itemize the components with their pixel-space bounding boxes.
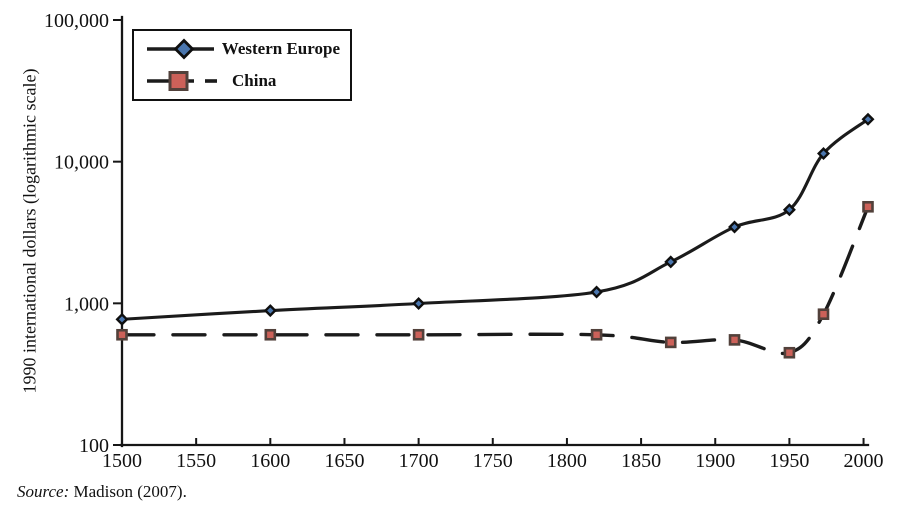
y-tick-label: 100,000 — [44, 10, 109, 32]
y-tick-label: 10,000 — [54, 152, 109, 174]
legend-label-western-europe: Western Europe — [221, 39, 340, 58]
western-europe-line-marker-icon — [147, 38, 214, 60]
x-tick-label: 1750 — [473, 450, 513, 472]
source-citation: Madison (2007). — [69, 482, 187, 501]
china-line — [120, 205, 870, 356]
china-data-point-marker — [783, 346, 796, 359]
western-europe-data-point-marker — [782, 203, 796, 217]
china-data-point-marker — [590, 328, 603, 341]
x-tick-label: 1600 — [250, 450, 290, 472]
x-tick-label: 1700 — [399, 450, 439, 472]
china-data-point-marker — [412, 328, 425, 341]
western-europe-data-point-marker — [115, 312, 129, 326]
china-data-point-marker — [817, 308, 830, 321]
western-europe-line — [120, 117, 870, 321]
western-europe-data-point-marker — [861, 112, 875, 126]
legend-label-china: China — [232, 71, 277, 90]
y-tick-label: 1,000 — [64, 293, 109, 315]
western-europe-data-point-marker — [590, 285, 604, 299]
china-data-point-marker — [664, 336, 677, 349]
china-line-marker-icon — [147, 71, 217, 91]
western-europe-data-point-marker — [664, 255, 678, 269]
x-tick-label: 1850 — [621, 450, 661, 472]
legend-item-china: China — [144, 68, 340, 94]
x-tick-label: 1950 — [769, 450, 809, 472]
legend-item-western-europe: Western Europe — [144, 36, 340, 62]
china-data-point-marker — [116, 328, 128, 341]
source-label: Source: — [17, 482, 70, 501]
x-tick-label: 1900 — [695, 450, 735, 472]
x-tick-label: 1800 — [547, 450, 587, 472]
western-europe-data-point-marker — [728, 220, 742, 234]
china-data-point-marker — [264, 328, 277, 341]
source-note: Source: Madison (2007). — [17, 482, 187, 502]
y-tick-label: 100 — [79, 435, 109, 457]
china-data-point-marker — [728, 334, 741, 346]
x-tick-label: 1550 — [176, 450, 216, 472]
western-europe-data-point-marker — [817, 147, 831, 161]
y-axis-title: 1990 international dollars (logarithmic … — [19, 68, 40, 394]
china-data-point-marker — [862, 200, 874, 213]
western-europe-data-point-marker — [263, 304, 277, 318]
chart-legend: Western Europe China — [132, 29, 352, 101]
western-europe-data-point-marker — [412, 297, 426, 311]
x-tick-label: 1500 — [102, 450, 142, 472]
x-tick-label: 2000 — [844, 450, 884, 472]
x-tick-label: 1650 — [324, 450, 364, 472]
